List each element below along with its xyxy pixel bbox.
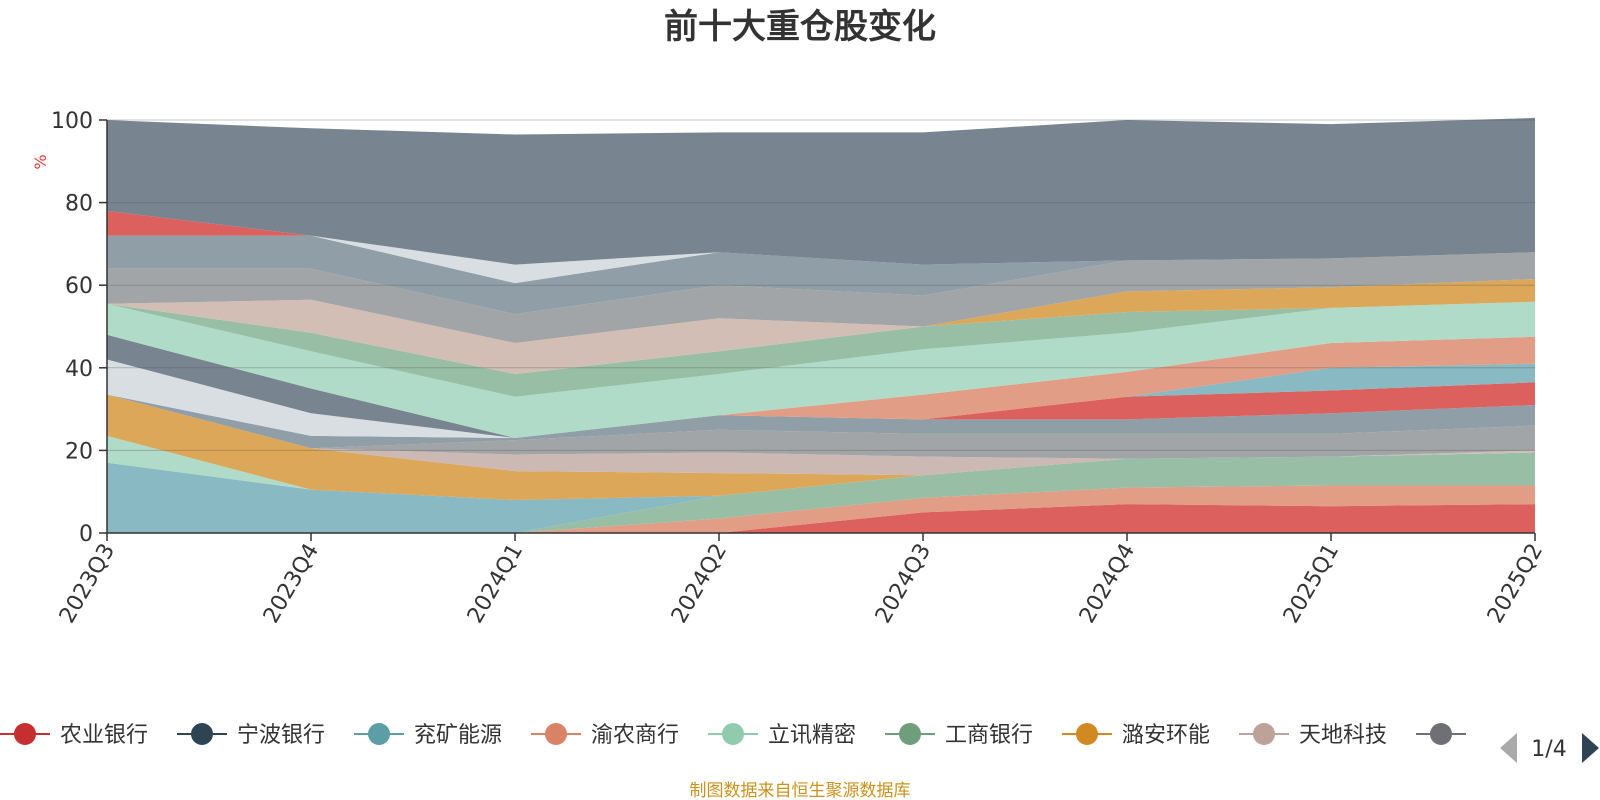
legend-next-page-icon[interactable]: [1582, 733, 1599, 763]
area-series-13: [107, 336, 1535, 438]
area-series-11: [107, 382, 1535, 438]
area-series-9: [107, 394, 1535, 459]
y-tick-label: 40: [65, 357, 93, 382]
legend-item[interactable]: 天地科技: [1239, 723, 1387, 748]
legend-label: 天地科技: [1299, 723, 1387, 748]
legend-label: 农业银行: [60, 723, 148, 748]
legend-circle-icon: [1253, 723, 1275, 745]
legend-label: 工商银行: [945, 723, 1033, 748]
legend-circle-icon: [722, 723, 744, 745]
y-tick-label: 80: [65, 192, 93, 217]
legend-item[interactable]: 潞安环能: [1062, 723, 1210, 748]
y-tick-label: 60: [65, 274, 93, 299]
y-axis-ticks: 0 20 40 60 80 100: [51, 109, 107, 547]
legend-circle-icon: [14, 723, 36, 745]
legend-label: 渝农商行: [591, 723, 679, 748]
area-series-2: [107, 485, 1535, 533]
area-series-24: [107, 117, 1535, 265]
chart-title: 前十大重仓股变化: [664, 7, 936, 47]
area-series-10: [107, 394, 1535, 449]
area-series-19: [107, 279, 1535, 374]
area-series-8: [107, 394, 1535, 476]
legend-circle-icon: [899, 723, 921, 745]
x-tick-label: 2024Q4: [1075, 540, 1140, 628]
legend-prev-page-icon[interactable]: [1500, 733, 1517, 763]
legend-pager: 1/4: [1500, 733, 1599, 763]
legend-circle-icon: [545, 723, 567, 745]
area-series-20: [107, 252, 1535, 343]
area-series-22: [107, 235, 1535, 284]
axes: [106, 120, 1535, 534]
area-series-17: [107, 301, 1535, 397]
legend-item[interactable]: 工商银行: [885, 723, 1033, 748]
legend-circle-icon: [1076, 723, 1098, 745]
area-series-7: [107, 394, 1535, 500]
area-series-21: [107, 235, 1535, 315]
legend-circle-icon: [191, 723, 213, 745]
x-tick-label: 2023Q4: [259, 540, 324, 628]
legend-item[interactable]: 农业银行: [0, 723, 148, 748]
legend-label: 宁波银行: [237, 723, 325, 748]
area-series-12: [107, 363, 1535, 438]
y-tick-label: 100: [51, 109, 93, 134]
y-tick-label: 0: [79, 522, 93, 547]
x-tick-label: 2025Q2: [1483, 540, 1548, 628]
legend-circle-icon: [1430, 723, 1452, 745]
legend-label: 兖矿能源: [414, 723, 502, 748]
x-tick-label: 2023Q3: [55, 540, 120, 628]
y-axis-unit: %: [31, 154, 50, 169]
legend-item[interactable]: 兖矿能源: [354, 723, 502, 748]
x-tick-label: 2025Q1: [1279, 540, 1344, 628]
source-note: 制图数据来自恒生聚源数据库: [690, 781, 911, 800]
legend-item[interactable]: 宁波银行: [177, 723, 325, 748]
legend: 农业银行 宁波银行 兖矿能源 渝农商行 立讯精密 工商银行 潞安环能 天地科技: [0, 723, 1466, 748]
area-series-group: [107, 117, 1535, 533]
legend-page-indicator: 1/4: [1531, 737, 1566, 762]
area-series-3: [107, 452, 1535, 533]
x-tick-label: 2024Q2: [667, 540, 732, 628]
legend-label: 潞安环能: [1122, 723, 1210, 748]
legend-circle-icon: [368, 723, 390, 745]
area-series-1: [107, 504, 1535, 533]
x-tick-label: 2024Q1: [463, 540, 528, 628]
x-tick-label: 2024Q3: [871, 540, 936, 628]
x-axis-ticks: 2023Q3 2023Q4 2024Q1 2024Q2 2024Q3 2024Q4 2025…: [55, 533, 1548, 628]
grid-lines: [107, 119, 1535, 451]
area-series-4: [107, 452, 1535, 533]
legend-item[interactable]: 立讯精密: [708, 723, 856, 748]
legend-item[interactable]: [1416, 723, 1466, 745]
legend-item[interactable]: 渝农商行: [531, 723, 679, 748]
area-series-16: [107, 301, 1535, 438]
legend-label: 立讯精密: [768, 723, 856, 748]
area-series-18: [107, 279, 1535, 374]
y-tick-label: 20: [65, 439, 93, 464]
